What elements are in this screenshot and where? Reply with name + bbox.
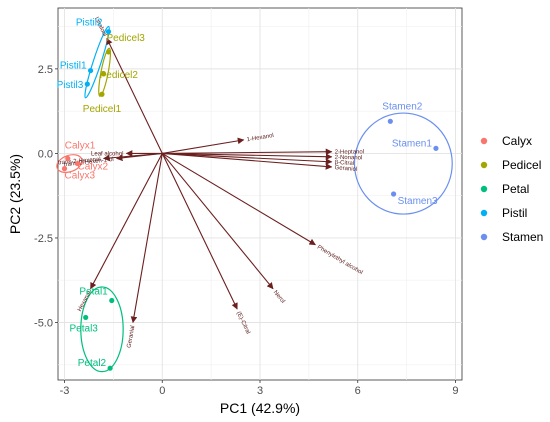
loading-arrow	[162, 152, 333, 160]
legend-key-petal	[480, 185, 488, 193]
loading-label: Geranial	[127, 325, 137, 348]
legend-key-pedicel	[480, 161, 488, 169]
x-tick-label: -3	[60, 385, 70, 397]
group-ellipses	[56, 25, 453, 373]
ellipse-petal	[80, 286, 124, 373]
legend: Calyx Pedicel Petal Pistil Stamen	[480, 134, 543, 244]
ellipse-calyx	[56, 154, 83, 174]
loading-arrow	[115, 152, 163, 162]
point-label-petal1: Petal1	[79, 287, 108, 298]
legend-label-stamen: Stamen	[502, 230, 543, 244]
point-label-calyx2: Calyx2	[78, 162, 109, 173]
point-pistil3	[84, 81, 90, 87]
loading-label: trans-2-Hexen-1-ol	[64, 157, 114, 168]
point-pedicel3	[105, 49, 112, 55]
legend-label-calyx: Calyx	[502, 134, 532, 148]
point-stamen3	[390, 191, 397, 197]
legend-key-calyx	[480, 137, 488, 145]
loading-arrow	[162, 152, 333, 170]
point-petal1	[109, 297, 115, 304]
legend-key-stamen	[480, 233, 488, 241]
ellipse-stamen	[353, 112, 453, 215]
legend-key-pistil	[480, 209, 488, 217]
ellipse-pedicel	[98, 47, 112, 97]
point-label-stamen1: Stamen1	[392, 138, 432, 149]
point-label-pistil2: Pistil2	[76, 18, 103, 29]
loading-arrow	[106, 37, 163, 154]
loading-arrow	[161, 152, 316, 246]
ellipse-pistil	[84, 25, 110, 99]
x-axis-title: PC1 (42.9%)	[220, 400, 300, 416]
y-tick-label: -5.0	[34, 318, 53, 330]
point-label-calyx3: Calyx3	[65, 171, 96, 182]
loading-arrow	[161, 153, 238, 310]
y-axis-title: PC2 (23.5%)	[7, 154, 23, 234]
point-label-stamen2: Stamen2	[382, 101, 422, 112]
x-axis-ticks: -3 0 3 6 9	[60, 380, 459, 397]
loading-arrow	[130, 153, 163, 324]
loading-label: 2-Heptanol	[335, 149, 364, 155]
point-calyx3	[61, 166, 68, 172]
point-label-stamen3: Stamen3	[398, 196, 438, 207]
point-label-pedicel1: Pedicel1	[83, 104, 122, 115]
point-label-calyx1: Calyx1	[65, 140, 96, 151]
point-label-petal2: Petal2	[78, 358, 107, 369]
point-pistil1	[87, 67, 94, 74]
y-tick-label: 2.5	[38, 64, 53, 76]
y-tick-label: 0.0	[38, 148, 53, 160]
point-stamen2	[387, 118, 393, 124]
point-pistil2	[105, 29, 112, 35]
x-tick-label: 0	[159, 385, 165, 397]
loading-label: 2-Nonanol	[335, 155, 363, 162]
point-pedicel1	[99, 91, 105, 97]
y-axis-ticks: -5.0 -2.5 0.0 2.5	[34, 64, 58, 330]
legend-label-petal: Petal	[502, 182, 529, 196]
point-pedicel2	[101, 71, 107, 77]
loading-arrow	[161, 153, 274, 290]
loading-label: trans-2-Hexenal	[58, 157, 101, 167]
loading-arrow	[162, 148, 333, 156]
point-petal3	[83, 314, 89, 321]
legend-label-pedicel: Pedicel	[502, 158, 541, 172]
y-tick-label: -2.5	[34, 233, 53, 245]
x-tick-label: 6	[355, 385, 361, 397]
point-label-pedicel2: Pedicel2	[100, 70, 139, 81]
point-label-pistil1: Pistil1	[60, 61, 87, 72]
point-label-pistil3: Pistil3	[57, 80, 84, 91]
x-tick-label: 9	[452, 385, 458, 397]
loading-label: Leaf alcohol	[91, 151, 123, 157]
point-label-petal3: Petal3	[70, 323, 99, 334]
legend-label-pistil: Pistil	[502, 206, 527, 220]
point-calyx2	[74, 160, 81, 167]
loading-arrow	[90, 153, 163, 290]
loading-arrow	[162, 152, 333, 165]
sample-points	[61, 29, 439, 371]
point-stamen1	[433, 145, 439, 151]
loading-label: 1-Hexanol	[246, 133, 274, 143]
loading-label: Geraniol	[334, 165, 357, 173]
point-label-pedicel3: Pedicel3	[107, 33, 146, 44]
point-calyx1	[65, 155, 71, 162]
point-petal2	[107, 365, 113, 371]
loading-label: β-Citral	[334, 160, 354, 167]
loading-arrow	[162, 137, 245, 154]
x-tick-label: 3	[257, 385, 263, 397]
